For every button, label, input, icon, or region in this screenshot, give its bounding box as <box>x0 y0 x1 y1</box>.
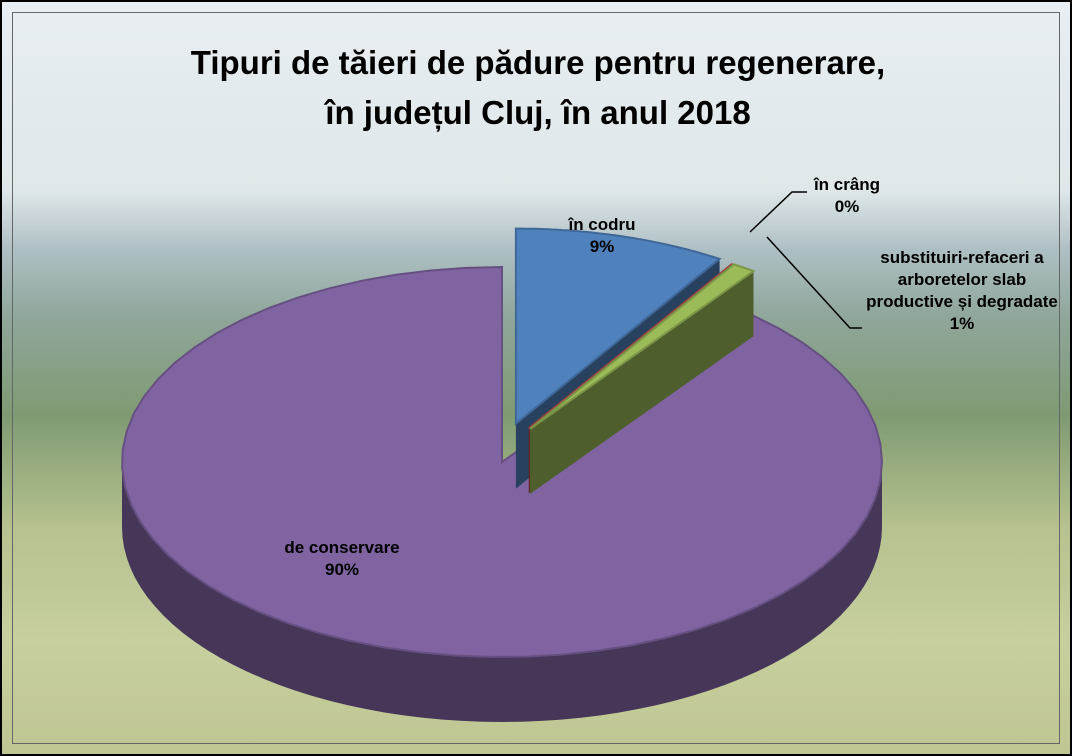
leader-line <box>767 237 862 328</box>
value-label: 1% <box>862 313 1062 335</box>
value-label: 9% <box>547 236 657 258</box>
value-label: 0% <box>792 196 902 218</box>
slice <box>122 267 882 657</box>
category-label: de conservare <box>242 537 442 559</box>
data-label: substituiri-refaceri a arboretelor slab … <box>862 247 1062 335</box>
category-label: în codru <box>547 214 657 236</box>
chart: Tipuri de tăieri de pădure pentru regene… <box>0 0 1072 756</box>
value-label: 90% <box>242 559 442 581</box>
category-label: substituiri-refaceri a arboretelor slab … <box>862 247 1062 313</box>
chart-title: Tipuri de tăieri de pădure pentru regene… <box>2 44 1072 82</box>
chart-title: în județul Cluj, în anul 2018 <box>2 94 1072 132</box>
category-label: în crâng <box>792 174 902 196</box>
